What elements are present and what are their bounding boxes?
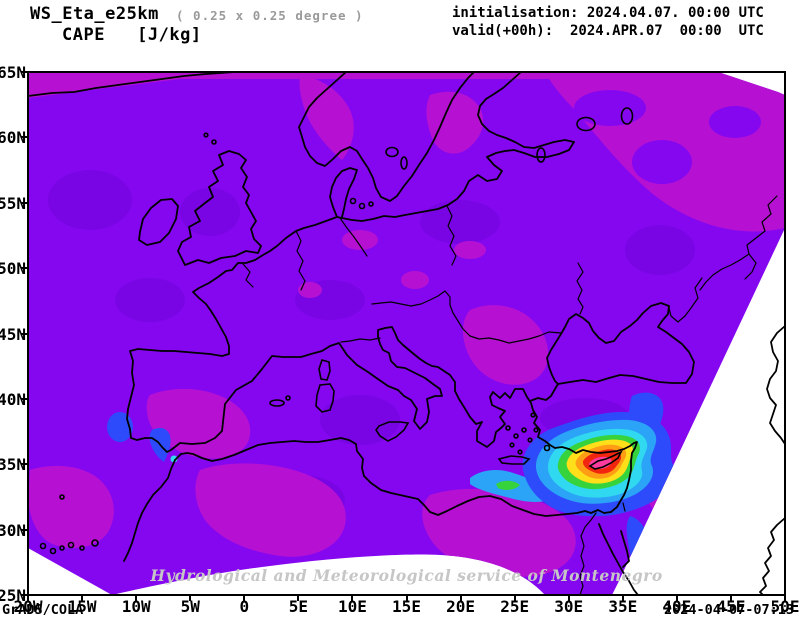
x-tick-mark — [27, 595, 29, 601]
west-europe-coast — [126, 216, 338, 453]
y-tick-mark — [21, 397, 28, 400]
marmara-coast — [529, 383, 559, 402]
black-sea-coast — [546, 302, 695, 385]
x-tick-mark — [135, 595, 138, 601]
y-tick-label: 50N — [0, 259, 26, 279]
cape-hotspot — [470, 412, 676, 517]
valid-label: valid(+00h): 2024.APR.07 00:00 UTC — [452, 23, 764, 39]
cape-shading — [28, 72, 785, 595]
baltic-coast — [336, 71, 575, 222]
canary-islands — [39, 494, 99, 555]
magenta-patches — [28, 72, 785, 577]
lake-vanern — [385, 146, 399, 158]
aegean-islands — [505, 412, 551, 455]
x-tick-mark — [189, 595, 192, 601]
y-tick-label: 30N — [0, 520, 26, 540]
x-tick-label: 0 — [239, 597, 250, 616]
sicily-outline — [375, 421, 410, 442]
x-tick-label: 5E — [288, 597, 308, 616]
y-tick-label: 65N — [0, 63, 26, 82]
arabia-coast — [759, 517, 786, 596]
y-tick-mark — [21, 594, 28, 596]
mediterranean-coast — [123, 326, 638, 562]
coastlines — [27, 71, 786, 596]
iceland-coast — [27, 71, 236, 97]
corsica-outline — [318, 359, 331, 381]
y-tick-label: 40N — [0, 389, 26, 409]
x-tick-label: 20E — [446, 597, 476, 616]
x-tick-mark — [784, 595, 786, 601]
y-tick-mark — [21, 332, 28, 335]
y-tick-label: 35N — [0, 455, 26, 475]
creation-timestamp: 2024-04-07-07:13 — [663, 602, 794, 618]
y-tick-label: 45N — [0, 324, 26, 344]
x-tick-label: 5W — [180, 597, 200, 616]
x-tick-mark — [405, 595, 408, 601]
britain-coast — [177, 150, 262, 266]
x-tick-mark — [351, 595, 354, 601]
ireland-coast — [138, 198, 179, 246]
y-tick-mark — [21, 463, 28, 466]
islands — [39, 132, 623, 555]
y-tick-label: 55N — [0, 193, 26, 213]
sardinia-outline — [315, 383, 335, 413]
y-tick-mark — [21, 201, 28, 204]
watermark: Hydrological and Meteorological service … — [150, 566, 663, 585]
initialisation-label: initialisation: 2024.04.07. 00:00 UTC — [452, 5, 764, 21]
y-tick-mark — [21, 136, 28, 139]
aqaba-coast — [620, 530, 630, 568]
lake-onega — [620, 107, 634, 125]
x-tick-mark — [297, 595, 300, 601]
lake-ladoga — [576, 116, 596, 132]
x-tick-mark — [243, 595, 246, 601]
grads-credit: GrADS/COLA — [2, 602, 84, 618]
x-tick-label: 25E — [500, 597, 530, 616]
lake-vattern — [400, 156, 408, 170]
x-tick-label: 15E — [392, 597, 421, 616]
y-tick-mark — [21, 71, 28, 73]
x-tick-mark — [621, 595, 624, 601]
x-tick-mark — [567, 595, 570, 601]
lake-peipus — [536, 147, 546, 163]
red-sea-coast — [598, 523, 639, 596]
x-tick-mark — [459, 595, 462, 601]
mallorca-outline — [269, 399, 285, 407]
x-tick-mark — [675, 595, 678, 601]
x-tick-mark — [729, 595, 732, 601]
y-tick-mark — [21, 267, 28, 270]
variable-title: CAPE [J/kg] — [62, 25, 202, 45]
x-tick-label: 15W — [67, 597, 97, 616]
x-tick-label: 50E — [770, 597, 800, 616]
rivers-lakes — [242, 107, 778, 596]
scandinavia-coast — [298, 71, 475, 202]
x-tick-label: 35E — [608, 597, 638, 616]
x-tick-label: 10E — [337, 597, 367, 616]
x-tick-label: 30E — [554, 597, 584, 616]
x-tick-mark — [513, 595, 516, 601]
y-tick-mark — [21, 528, 28, 531]
crete-outline — [497, 455, 531, 465]
model-title: WS_Eta_e25km — [30, 4, 159, 24]
x-tick-label: 45E — [716, 597, 746, 616]
resolution-note: ( 0.25 x 0.25 degree ) — [176, 8, 364, 23]
caspian-coast — [766, 325, 786, 445]
x-tick-label: 10W — [121, 597, 151, 616]
y-tick-label: 60N — [0, 128, 26, 148]
x-tick-label: 20W — [13, 597, 43, 616]
y-tick-label: 25N — [0, 586, 26, 605]
cyprus-outline — [588, 450, 623, 470]
denmark-coast — [329, 167, 358, 218]
x-tick-mark — [81, 595, 84, 601]
x-tick-label: 40E — [662, 597, 692, 616]
